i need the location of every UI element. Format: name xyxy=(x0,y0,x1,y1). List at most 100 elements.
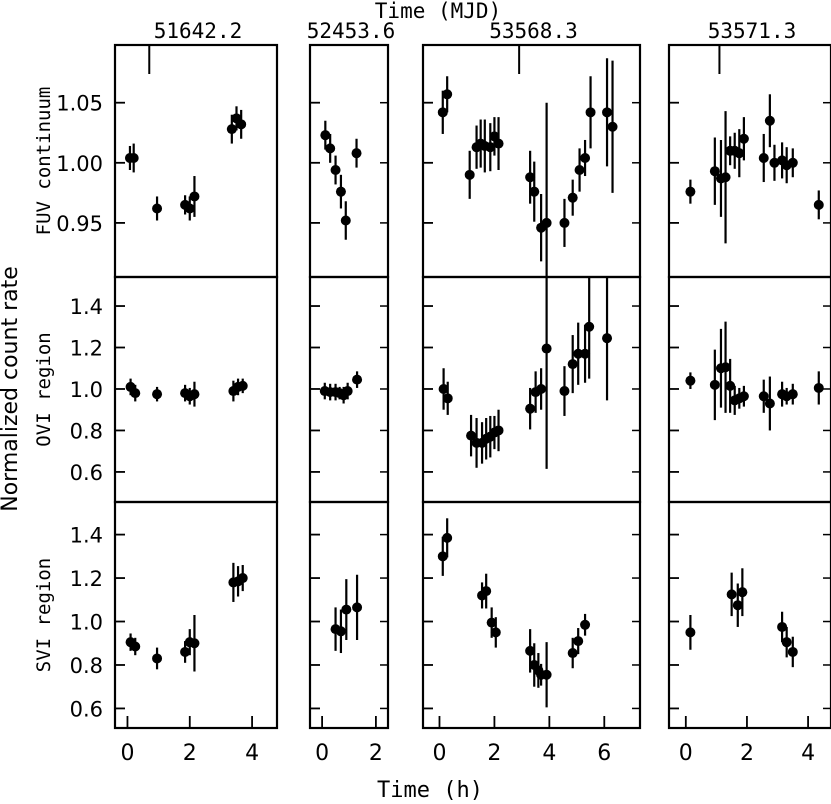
data-point xyxy=(580,152,591,163)
data-point xyxy=(352,602,363,613)
data-point xyxy=(180,646,191,657)
row-label: OVI region xyxy=(33,332,55,446)
y-tick-label: 1.2 xyxy=(70,337,103,361)
x-tick-label: 4 xyxy=(542,741,556,766)
data-point xyxy=(152,389,163,400)
panel-grid: 51642.2 52453.6 53568.3 53571.3 0 2 4 0 2 0 2 4 6 0 2 4… xyxy=(33,19,831,766)
mjd-label: 52453.6 xyxy=(307,19,396,43)
x-tick-label: 2 xyxy=(369,741,383,766)
data-point xyxy=(237,380,248,391)
data-point xyxy=(525,172,536,183)
y-tick-label: 0.6 xyxy=(70,461,103,485)
x-axis-label: Time (h) xyxy=(377,778,483,803)
data-point xyxy=(781,637,792,648)
data-point xyxy=(764,115,775,126)
y-tick-label: 0.95 xyxy=(56,212,103,236)
data-point xyxy=(490,627,501,638)
data-point xyxy=(813,382,824,393)
data-point xyxy=(685,375,696,386)
data-point xyxy=(152,653,163,664)
data-point xyxy=(189,389,200,400)
x-tick-label: 0 xyxy=(315,741,329,766)
data-point xyxy=(189,191,200,202)
data-point xyxy=(184,203,195,214)
data-point xyxy=(152,203,163,214)
data-point xyxy=(442,89,453,100)
y-tick-label: 0.8 xyxy=(70,654,103,678)
panel-frame xyxy=(667,500,831,730)
y-tick-label: 1.0 xyxy=(70,611,103,635)
data-point xyxy=(602,107,613,118)
data-point xyxy=(335,626,346,637)
row-label: SVI region xyxy=(33,558,55,672)
data-point xyxy=(769,157,780,168)
data-point xyxy=(226,124,237,135)
data-point xyxy=(573,636,584,647)
panel-frame xyxy=(113,500,279,730)
data-point xyxy=(738,391,749,402)
data-point xyxy=(580,619,591,630)
data-point xyxy=(559,386,570,397)
data-point xyxy=(720,172,731,183)
data-point xyxy=(541,217,552,228)
data-point xyxy=(485,142,496,153)
data-point xyxy=(602,333,613,344)
data-point xyxy=(340,215,351,226)
data-point xyxy=(732,600,743,611)
y-tick-label: 1.4 xyxy=(70,295,103,319)
data-point xyxy=(541,343,552,354)
data-point xyxy=(726,589,737,600)
panel-frame xyxy=(667,43,831,279)
data-point xyxy=(130,641,141,652)
mjd-label: 53571.3 xyxy=(708,19,797,43)
data-point xyxy=(738,133,749,144)
data-point xyxy=(685,186,696,197)
y-tick-label: 1.4 xyxy=(70,524,103,548)
panel-frame xyxy=(667,275,831,504)
y-tick-label: 0.8 xyxy=(70,419,103,443)
data-point xyxy=(787,646,798,657)
data-point xyxy=(574,165,585,176)
data-point xyxy=(777,621,788,632)
data-point xyxy=(437,551,448,562)
data-point xyxy=(585,107,596,118)
data-point xyxy=(737,587,748,598)
data-point xyxy=(335,186,346,197)
data-point xyxy=(709,166,720,177)
mjd-label: 51642.2 xyxy=(154,19,243,43)
data-point xyxy=(352,374,363,385)
data-point xyxy=(442,532,453,543)
x-tick-label: 4 xyxy=(801,741,815,766)
data-point xyxy=(437,107,448,118)
x-tick-label: 2 xyxy=(183,741,197,766)
data-point xyxy=(341,604,352,615)
data-point xyxy=(351,148,362,159)
data-point xyxy=(189,638,200,649)
x-tick-label: 4 xyxy=(245,741,259,766)
y-tick-label: 1.2 xyxy=(70,567,103,591)
row-label: FUV continuum xyxy=(33,87,55,236)
data-point xyxy=(567,192,578,203)
data-point xyxy=(787,389,798,400)
data-point xyxy=(584,321,595,332)
y-axis-label: Normalized count rate xyxy=(0,266,23,512)
data-point xyxy=(330,165,341,176)
data-point xyxy=(525,645,536,656)
data-point xyxy=(607,121,618,132)
x-tick-label: 2 xyxy=(487,741,501,766)
data-point xyxy=(709,379,720,390)
data-point xyxy=(720,362,731,373)
data-point xyxy=(128,152,139,163)
data-point xyxy=(466,430,477,441)
data-point xyxy=(580,348,591,359)
x-tick-label: 0 xyxy=(679,741,693,766)
data-point xyxy=(567,359,578,370)
data-point xyxy=(493,425,504,436)
x-tick-label: 0 xyxy=(432,741,446,766)
data-point xyxy=(813,199,824,210)
data-point xyxy=(541,669,552,680)
data-point xyxy=(734,148,745,159)
data-point xyxy=(130,388,141,399)
data-point xyxy=(236,119,247,130)
